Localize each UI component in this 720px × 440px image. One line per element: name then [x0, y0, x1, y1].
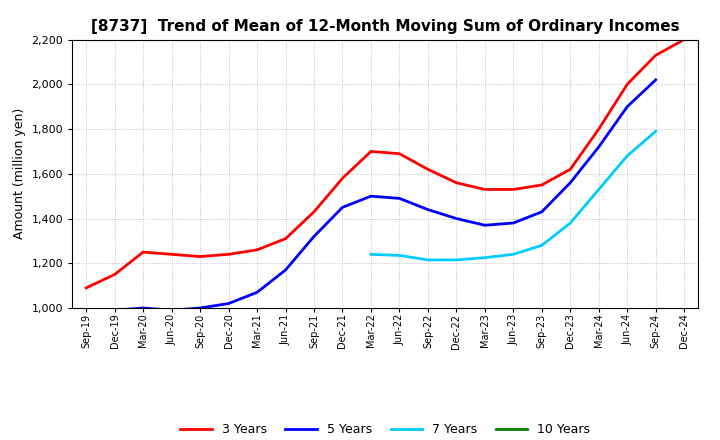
Legend: 3 Years, 5 Years, 7 Years, 10 Years: 3 Years, 5 Years, 7 Years, 10 Years: [176, 418, 595, 440]
Title: [8737]  Trend of Mean of 12-Month Moving Sum of Ordinary Incomes: [8737] Trend of Mean of 12-Month Moving …: [91, 19, 680, 34]
Y-axis label: Amount (million yen): Amount (million yen): [13, 108, 26, 239]
